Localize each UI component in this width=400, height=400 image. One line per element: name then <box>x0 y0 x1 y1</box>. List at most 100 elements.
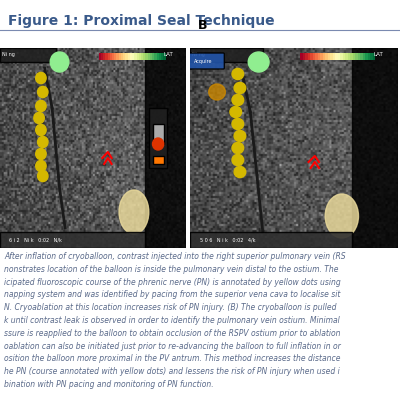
Bar <box>116 52 119 60</box>
Text: B: B <box>198 19 208 32</box>
Circle shape <box>232 68 244 80</box>
Circle shape <box>232 154 244 166</box>
Bar <box>146 52 148 60</box>
FancyBboxPatch shape <box>145 48 186 248</box>
Ellipse shape <box>119 190 149 234</box>
Bar <box>159 52 161 60</box>
FancyBboxPatch shape <box>149 108 168 168</box>
Bar <box>308 52 310 60</box>
Text: Ni ng: Ni ng <box>2 52 15 57</box>
Bar <box>303 52 305 60</box>
Bar <box>112 52 114 60</box>
Bar <box>320 52 323 60</box>
Bar <box>136 52 139 60</box>
FancyBboxPatch shape <box>190 48 263 62</box>
Text: bination with PN pacing and monitoring of PN function.: bination with PN pacing and monitoring o… <box>4 380 214 389</box>
Bar <box>132 52 134 60</box>
Text: k until contrast leak is observed in order to identify the pulmonary vein ostium: k until contrast leak is observed in ord… <box>4 316 340 325</box>
Circle shape <box>234 166 246 178</box>
Bar <box>128 52 130 60</box>
Bar <box>154 52 157 60</box>
Bar <box>305 52 308 60</box>
Bar <box>363 52 365 60</box>
Circle shape <box>34 112 44 124</box>
Bar <box>328 52 330 60</box>
Text: LAT: LAT <box>164 52 174 57</box>
Bar <box>101 52 103 60</box>
Circle shape <box>234 82 246 94</box>
Bar <box>141 52 143 60</box>
FancyBboxPatch shape <box>0 48 56 62</box>
FancyBboxPatch shape <box>189 53 224 69</box>
Bar <box>323 52 325 60</box>
Bar <box>360 52 363 60</box>
Bar <box>350 52 353 60</box>
Bar <box>161 52 163 60</box>
Bar <box>150 52 152 60</box>
Text: osition the balloon more proximal in the PV antrum. This method increases the di: osition the balloon more proximal in the… <box>4 354 340 363</box>
Bar <box>121 52 123 60</box>
Bar <box>114 52 116 60</box>
FancyBboxPatch shape <box>352 48 398 248</box>
Text: nonstrates location of the balloon is inside the pulmonary vein distal to the os: nonstrates location of the balloon is in… <box>4 265 338 274</box>
Ellipse shape <box>325 194 358 238</box>
Bar <box>348 52 350 60</box>
Circle shape <box>36 148 46 160</box>
Text: N. Cryoablation at this location increases risk of PN injury. (B) The cryoballoo: N. Cryoablation at this location increas… <box>4 303 336 312</box>
Text: 5 0 6   N i k   0:02   4/k: 5 0 6 N i k 0:02 4/k <box>200 237 256 242</box>
Circle shape <box>36 72 46 84</box>
Bar <box>338 52 340 60</box>
Bar <box>353 52 355 60</box>
Text: icipated fluoroscopic course of the phrenic nerve (PN) is annotated by yellow do: icipated fluoroscopic course of the phre… <box>4 278 341 286</box>
Text: After inflation of cryoballoon, contrast injected into the right superior pulmon: After inflation of cryoballoon, contrast… <box>4 252 346 261</box>
FancyBboxPatch shape <box>0 232 145 248</box>
Bar <box>325 52 328 60</box>
FancyBboxPatch shape <box>152 124 164 144</box>
Bar <box>358 52 360 60</box>
Bar <box>300 52 303 60</box>
Bar <box>368 52 370 60</box>
Bar <box>335 52 338 60</box>
Bar <box>110 52 112 60</box>
FancyBboxPatch shape <box>190 232 352 248</box>
Bar <box>157 52 159 60</box>
Text: ssure is reapplied to the balloon to obtain occlusion of the RSPV ostium prior t: ssure is reapplied to the balloon to obt… <box>4 329 340 338</box>
Bar <box>139 52 141 60</box>
Bar <box>345 52 348 60</box>
Circle shape <box>152 138 164 150</box>
Text: LAT: LAT <box>373 52 383 57</box>
Bar <box>130 52 132 60</box>
Text: 6 i 2   Ni k   0:02   N/k: 6 i 2 Ni k 0:02 N/k <box>9 237 62 242</box>
Circle shape <box>50 52 69 72</box>
Text: Figure 1: Proximal Seal Technique: Figure 1: Proximal Seal Technique <box>8 14 275 28</box>
Circle shape <box>36 100 46 112</box>
Bar <box>98 52 101 60</box>
Bar <box>370 52 373 60</box>
Circle shape <box>234 130 246 142</box>
Circle shape <box>36 160 46 172</box>
Bar <box>310 52 313 60</box>
Circle shape <box>38 136 48 148</box>
Circle shape <box>230 106 242 118</box>
Bar <box>123 52 125 60</box>
Text: Acquire: Acquire <box>194 59 213 64</box>
Circle shape <box>232 94 244 106</box>
Bar <box>125 52 128 60</box>
Bar <box>313 52 315 60</box>
Bar <box>152 52 154 60</box>
Bar <box>163 52 166 60</box>
Text: oablation can also be initiated just prior to re-advancing the balloon to full i: oablation can also be initiated just pri… <box>4 342 341 350</box>
Circle shape <box>209 84 225 100</box>
Circle shape <box>36 124 46 136</box>
Circle shape <box>232 118 244 130</box>
Bar <box>315 52 318 60</box>
Bar <box>143 52 146 60</box>
Circle shape <box>38 86 48 98</box>
Bar <box>103 52 105 60</box>
Bar <box>318 52 320 60</box>
Text: he PN (course annotated with yellow dots) and lessens the risk of PN injury when: he PN (course annotated with yellow dots… <box>4 367 340 376</box>
Bar <box>333 52 335 60</box>
Text: napping system and was identified by pacing from the superior vena cava to local: napping system and was identified by pac… <box>4 290 340 299</box>
Bar <box>365 52 368 60</box>
Bar <box>119 52 121 60</box>
